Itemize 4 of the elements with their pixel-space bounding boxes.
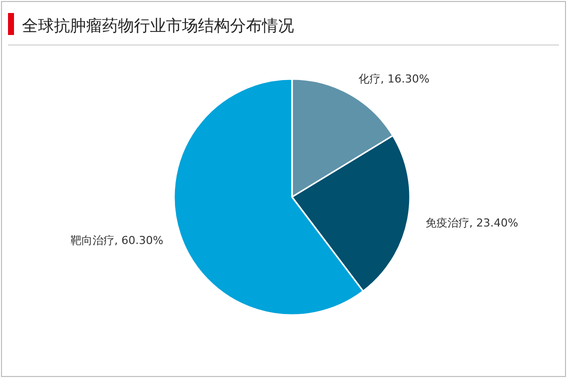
chart-title: 全球抗肿瘤药物行业市场结构分布情况 [22,16,294,35]
slice-label: 免疫治疗, 23.40% [425,216,518,230]
slice-label: 靶向治疗, 60.30% [70,234,164,248]
slice-label: 化疗, 16.30% [358,72,430,86]
